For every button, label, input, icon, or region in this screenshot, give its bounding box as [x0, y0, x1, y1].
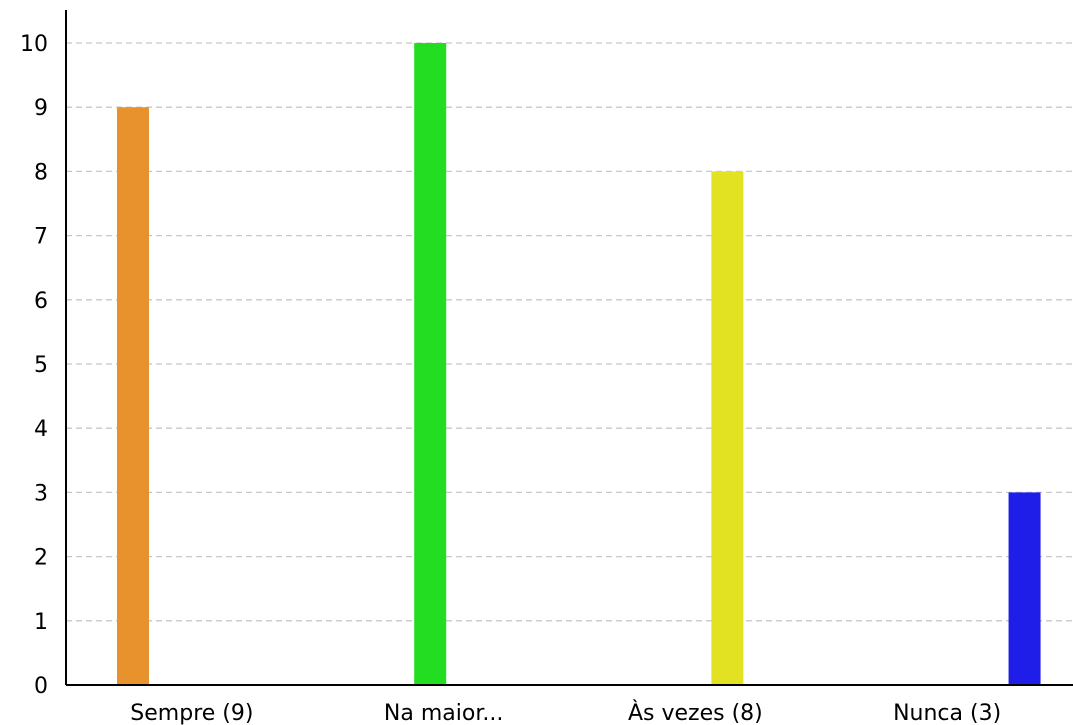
- bar: [711, 171, 744, 685]
- x-tick-label: Sempre (9): [130, 701, 253, 725]
- grid-lines: [66, 42, 1073, 622]
- y-tick-label: 0: [34, 674, 48, 699]
- y-tick-label: 4: [34, 417, 48, 442]
- x-tick-label: Às vezes (8): [628, 700, 763, 725]
- y-tick-label: 3: [34, 481, 48, 506]
- y-tick-label: 10: [20, 32, 48, 57]
- bar: [1008, 492, 1041, 685]
- y-tick-label: 2: [34, 546, 48, 571]
- y-tick-labels: 0 1 2 3 4 5 6 7 8 9 10: [20, 32, 48, 699]
- x-tick-labels: Sempre (9) Na maior... Às vezes (8) Nunca (…: [130, 700, 1001, 725]
- x-tick-label: Na maior...: [384, 701, 503, 725]
- x-tick-label: Nunca (3): [893, 701, 1001, 725]
- y-tick-label: 7: [34, 225, 48, 250]
- y-tick-label: 1: [34, 610, 48, 635]
- y-tick-label: 9: [34, 96, 48, 121]
- y-tick-label: 5: [34, 353, 48, 378]
- y-tick-label: 8: [34, 160, 48, 185]
- bar: [414, 43, 447, 685]
- axes: [65, 10, 1073, 686]
- bars: [117, 43, 1041, 685]
- y-tick-label: 6: [34, 289, 48, 314]
- bar: [117, 107, 149, 685]
